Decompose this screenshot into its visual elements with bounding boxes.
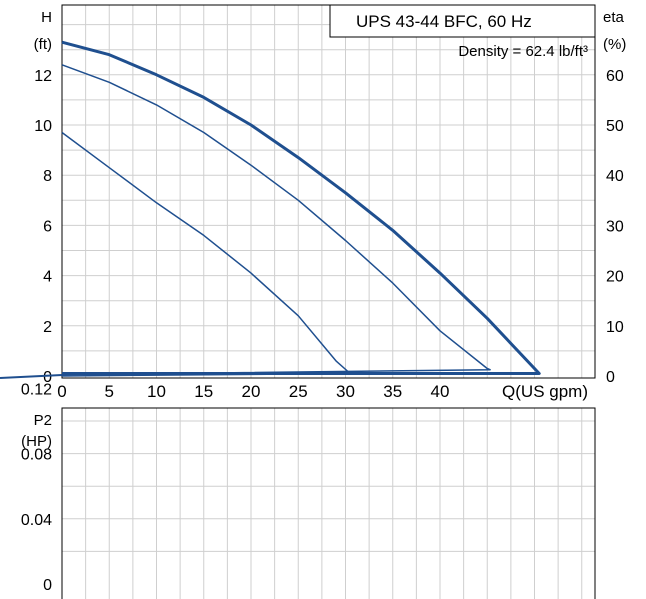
x-tick-label: 35 <box>383 382 402 401</box>
y-axis-unit: (ft) <box>34 36 52 53</box>
y2-tick-label: 60 <box>606 68 624 85</box>
x-tick-label: 20 <box>242 382 261 401</box>
power-axis-label: P2 <box>34 412 52 429</box>
y-tick-label: 0 <box>43 369 52 386</box>
y2-tick-label: 0 <box>606 369 615 386</box>
head-chart-frame <box>61 4 596 379</box>
y2-tick-label: 30 <box>606 218 624 235</box>
tick-labels: 0 5 10 15 20 25 30 35 40024681012010203040506000… <box>21 68 624 594</box>
chart-title: UPS 43-44 BFC, 60 Hz <box>356 12 532 31</box>
y-tick-label: 2 <box>43 319 52 336</box>
y2-tick-label: 10 <box>606 319 624 336</box>
x-tick-label: 25 <box>289 382 308 401</box>
y-axis-label: H <box>41 9 52 26</box>
pump-curve-2 <box>61 64 491 376</box>
power-tick-label: 0.08 <box>21 447 52 464</box>
y-tick-label: 4 <box>43 269 52 286</box>
y-tick-label: 12 <box>34 68 52 85</box>
x-tick-label: 15 <box>194 382 213 401</box>
power-tick-label: 0.12 <box>21 381 52 398</box>
head-chart-grid <box>62 5 595 378</box>
y-tick-label: 10 <box>34 118 52 135</box>
x-tick-label: 0 <box>57 382 66 401</box>
pump-curve-1 <box>61 40 541 375</box>
x-axis-label: Q(US gpm) <box>502 382 588 401</box>
power-tick-label: 0 <box>43 577 52 594</box>
x-tick-label: 10 <box>147 382 166 401</box>
x-tick-label: 40 <box>431 382 450 401</box>
y2-axis-unit: (%) <box>603 36 626 53</box>
y2-axis-label: eta <box>603 9 625 26</box>
x-tick-label: 5 <box>105 382 114 401</box>
y-tick-label: 8 <box>43 168 52 185</box>
power-chart-frame <box>61 407 596 599</box>
y2-tick-label: 20 <box>606 269 624 286</box>
y-tick-label: 6 <box>43 218 52 235</box>
density-label: Density = 62.4 lb/ft³ <box>458 43 588 60</box>
title-box <box>329 4 596 38</box>
pump-curve-3 <box>61 131 351 377</box>
x-tick-label: 30 <box>336 382 355 401</box>
power-tick-label: 0.04 <box>21 512 52 529</box>
y2-tick-label: 50 <box>606 118 624 135</box>
power-axis-unit: (HP) <box>21 433 52 450</box>
power-chart-grid <box>62 408 595 599</box>
curves <box>0 40 541 379</box>
y2-tick-label: 40 <box>606 168 624 185</box>
curve-baseline-extension <box>0 374 63 379</box>
